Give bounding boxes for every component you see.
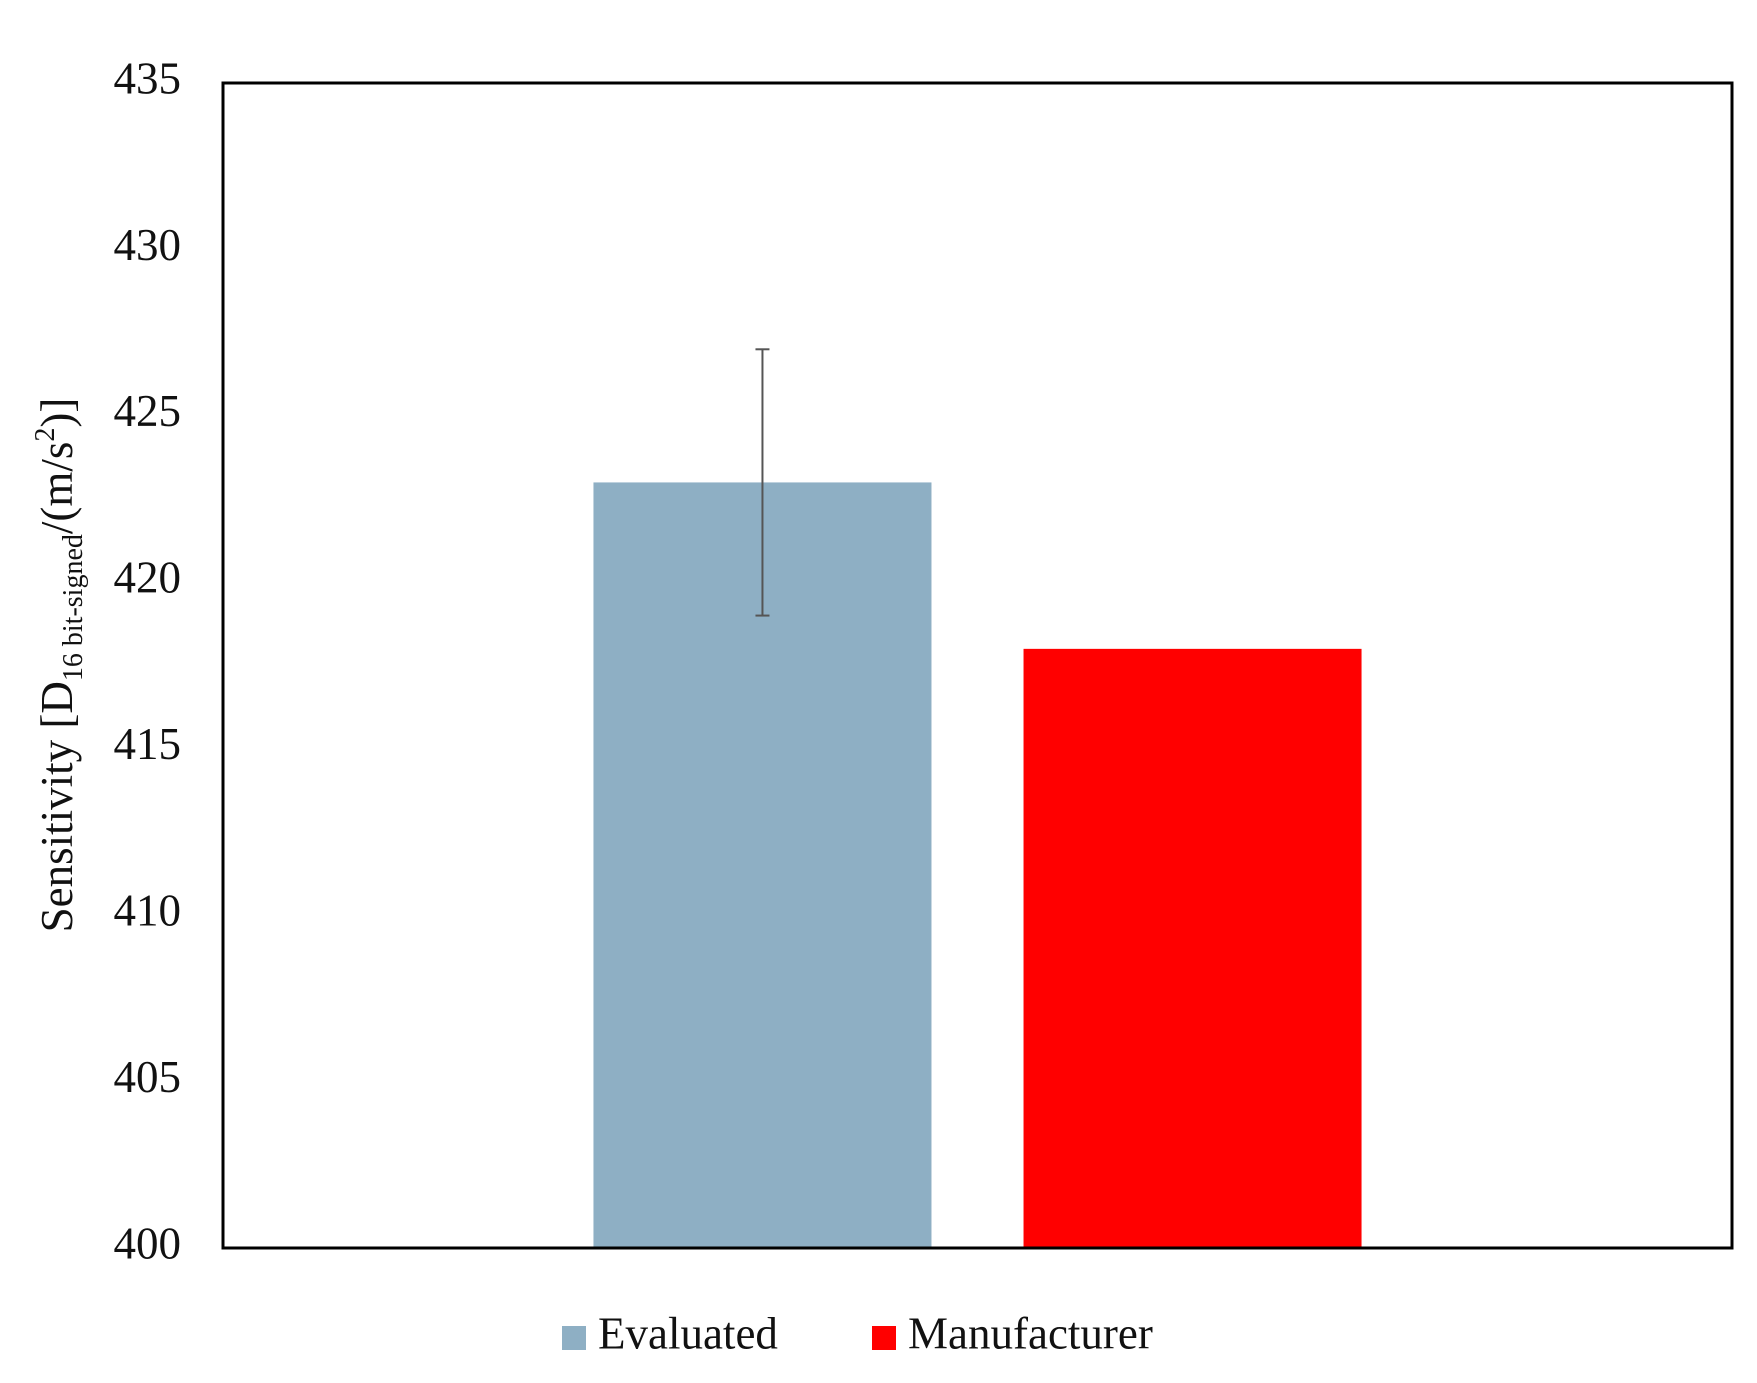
y-tick-label: 405 xyxy=(114,1052,182,1102)
legend-swatch xyxy=(562,1326,586,1350)
y-axis-label: Sensitivity [D16 bit-signed/(m/s2)] xyxy=(30,398,89,933)
y-tick-label: 420 xyxy=(114,553,182,603)
y-tick-label: 435 xyxy=(114,53,182,103)
legend-label: Evaluated xyxy=(598,1308,778,1358)
y-axis-label-part: 2 xyxy=(30,428,61,442)
y-axis-label-part: )] xyxy=(32,398,82,428)
legend-swatch xyxy=(872,1326,896,1350)
y-tick-label: 415 xyxy=(114,719,182,769)
y-axis-label-part: 16 bit-signed xyxy=(58,534,89,681)
y-axis-label-part: /(m/s xyxy=(32,442,82,535)
y-axis-label-part: Sensitivity [D xyxy=(32,681,82,932)
plot-frame xyxy=(221,81,1734,1250)
y-tick-label: 410 xyxy=(114,885,182,935)
legend-label: Manufacturer xyxy=(908,1308,1153,1358)
y-tick-label: 425 xyxy=(114,386,182,436)
bar xyxy=(1023,648,1362,1248)
y-tick-label: 430 xyxy=(114,220,182,270)
y-tick-label: 400 xyxy=(114,1218,182,1268)
